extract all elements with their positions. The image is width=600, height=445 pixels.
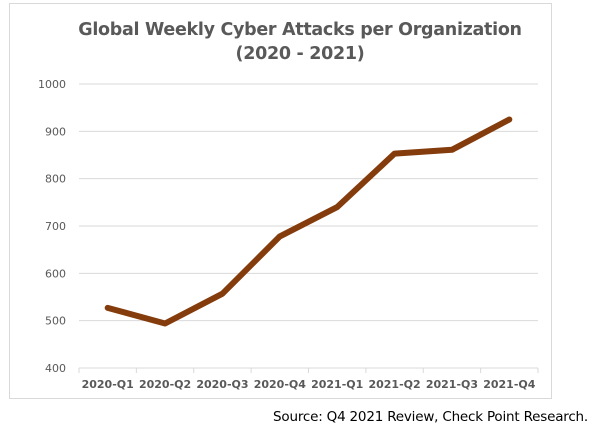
x-tick-label: 2020-Q2: [139, 378, 191, 391]
y-tick-label: 600: [45, 267, 66, 280]
chart-frame: [9, 3, 552, 399]
chart-title: Global Weekly Cyber Attacks per Organiza…: [0, 18, 600, 66]
y-tick-label: 400: [45, 362, 66, 375]
y-tick-label: 500: [45, 315, 66, 328]
y-tick-label: 1000: [38, 78, 66, 91]
chart-title-line1: Global Weekly Cyber Attacks per Organiza…: [78, 20, 522, 40]
source-note: Source: Q4 2021 Review, Check Point Rese…: [273, 409, 588, 425]
y-tick-label: 900: [45, 125, 66, 138]
x-tick-label: 2020-Q1: [82, 378, 134, 391]
x-tick-label: 2021-Q2: [368, 378, 420, 391]
y-axis-ticks: 400 500 600 700 800 900 1000: [38, 78, 66, 375]
x-tick-label: 2020-Q4: [254, 378, 307, 391]
series-line: [104, 116, 513, 327]
x-tick-label: 2021-Q3: [426, 378, 478, 391]
y-tick-label: 700: [45, 220, 66, 233]
series-group: [104, 116, 513, 327]
gridlines: [79, 83, 538, 322]
y-tick-label: 800: [45, 173, 66, 186]
x-tick-label: 2020-Q3: [196, 378, 248, 391]
chart-title-line2: (2020 - 2021): [235, 44, 365, 64]
x-axis: 2020-Q1 2020-Q2 2020-Q3 2020-Q4 2021-Q1 2021-…: [78, 367, 539, 391]
x-tick-label: 2021-Q1: [311, 378, 363, 391]
x-tick-label: 2021-Q4: [483, 378, 536, 391]
